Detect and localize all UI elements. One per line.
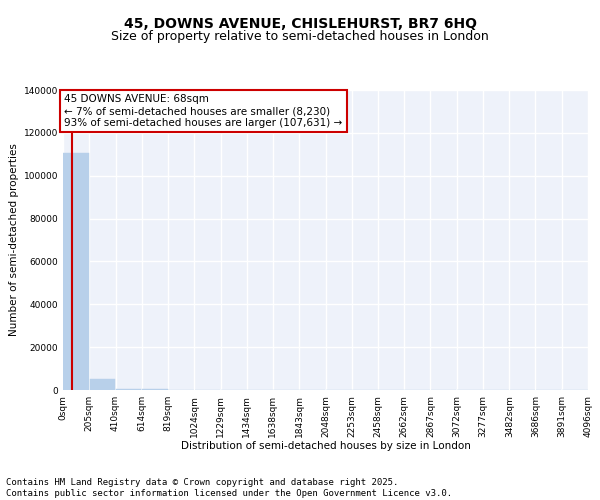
- X-axis label: Distribution of semi-detached houses by size in London: Distribution of semi-detached houses by …: [181, 441, 470, 451]
- Text: 45 DOWNS AVENUE: 68sqm
← 7% of semi-detached houses are smaller (8,230)
93% of s: 45 DOWNS AVENUE: 68sqm ← 7% of semi-deta…: [64, 94, 343, 128]
- Text: 45, DOWNS AVENUE, CHISLEHURST, BR7 6HQ: 45, DOWNS AVENUE, CHISLEHURST, BR7 6HQ: [124, 18, 476, 32]
- Y-axis label: Number of semi-detached properties: Number of semi-detached properties: [10, 144, 19, 336]
- Text: Size of property relative to semi-detached houses in London: Size of property relative to semi-detach…: [111, 30, 489, 43]
- Bar: [63, 153, 89, 390]
- Bar: [89, 379, 115, 390]
- Text: Contains HM Land Registry data © Crown copyright and database right 2025.
Contai: Contains HM Land Registry data © Crown c…: [6, 478, 452, 498]
- Bar: [116, 388, 142, 390]
